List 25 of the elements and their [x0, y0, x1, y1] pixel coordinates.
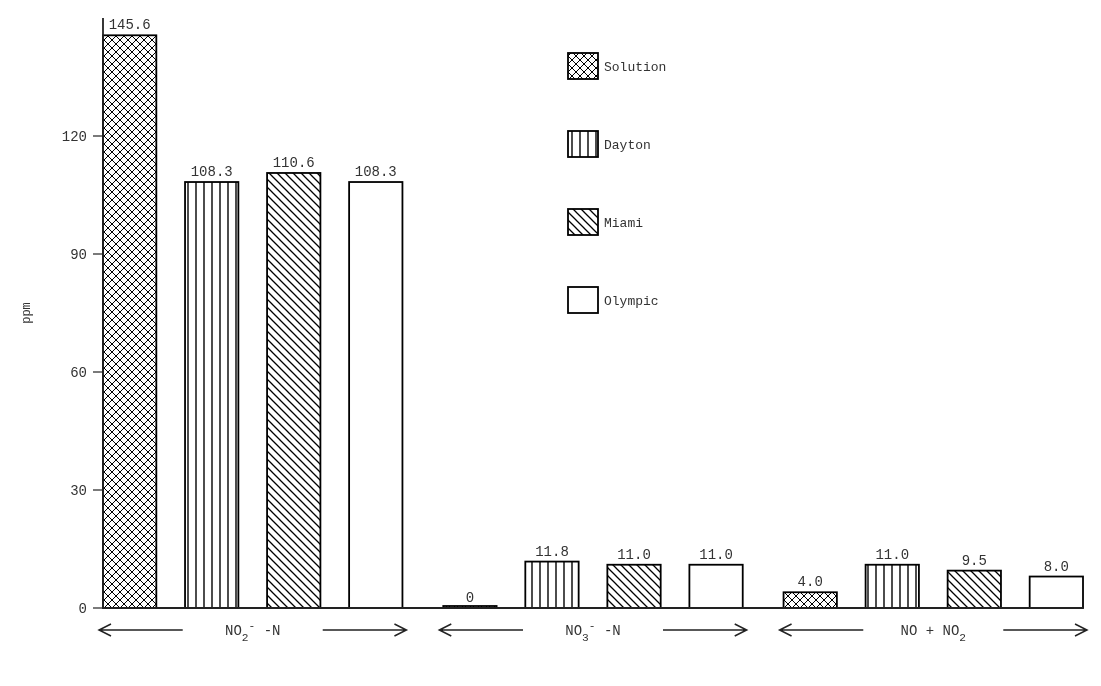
y-tick-label: 30: [70, 482, 87, 499]
data-label: 11.0: [699, 546, 733, 563]
data-label: 11.0: [875, 546, 910, 563]
data-label: 11.8: [535, 543, 569, 560]
x-tick-label: NO$_{3}$$^{-}$ -N: [565, 619, 621, 644]
data-label: 4.0: [797, 574, 823, 591]
data-label: 9.5: [961, 552, 987, 569]
legend-label: Miami: [604, 215, 644, 231]
legend-label: Olympic: [604, 293, 659, 309]
legend-label: Dayton: [604, 137, 651, 153]
legend-label: Solution: [604, 59, 667, 75]
y-tick-label: 90: [70, 246, 87, 263]
y-axis-title: ppm: [20, 302, 34, 324]
x-tick-label: NO + NO$_{2}$: [900, 622, 967, 644]
y-tick-label: 0: [78, 600, 87, 617]
y-tick-label: 120: [61, 128, 87, 145]
data-label: 110.6: [272, 154, 315, 171]
x-tick-label: NO$_{2}$$^{-}$ -N: [224, 619, 281, 644]
data-label: 145.6: [108, 17, 151, 34]
data-label: 11.0: [617, 546, 651, 563]
data-label: 0: [465, 590, 475, 606]
data-label: 108.3: [354, 164, 397, 181]
data-label: 8.0: [1043, 558, 1069, 575]
data-label: 108.3: [190, 164, 233, 181]
y-tick-label: 60: [70, 364, 87, 381]
